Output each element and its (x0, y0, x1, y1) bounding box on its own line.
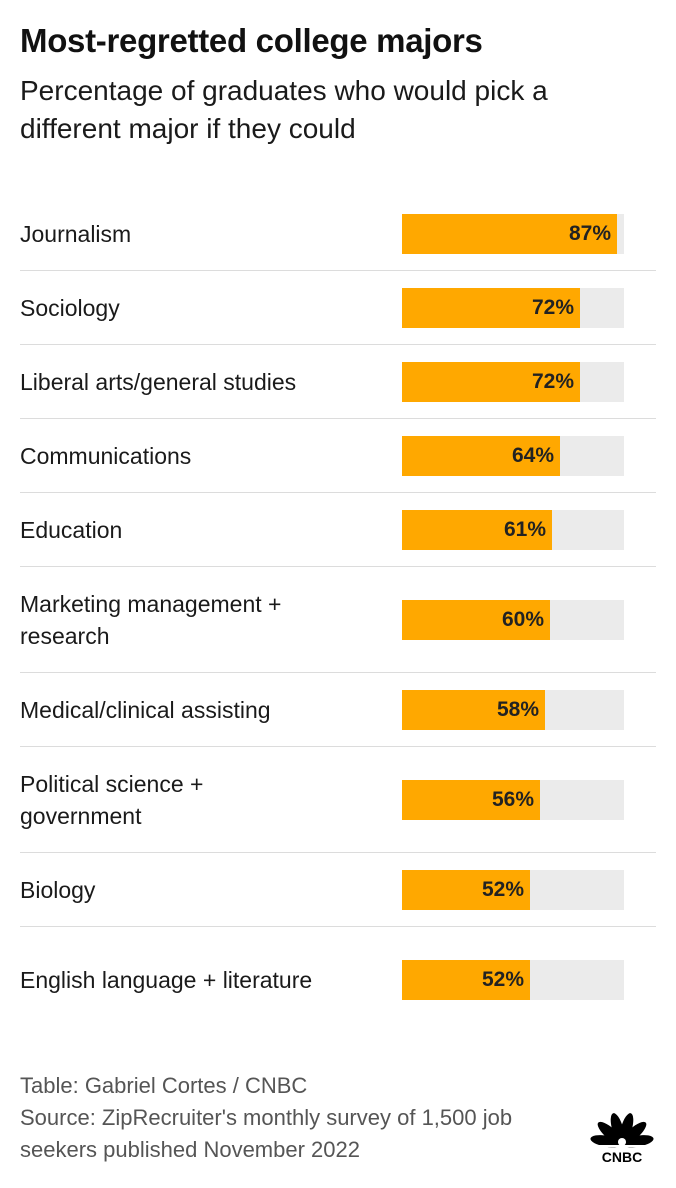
bar: 52% (402, 959, 530, 1000)
data-label: 58% (496, 697, 539, 721)
bar-track: 52% (402, 869, 624, 910)
bar: 58% (402, 689, 545, 730)
bar-track: 58% (402, 689, 624, 730)
data-label: 52% (481, 967, 524, 991)
bar: 72% (402, 361, 580, 402)
bar-track: 61% (402, 509, 624, 550)
data-label: 72% (531, 295, 574, 319)
category-label: English language + literature (20, 966, 313, 993)
bar-track: 72% (402, 287, 624, 328)
table-row: Medical/clinical assisting 58% (20, 673, 656, 747)
chart-subtitle: Percentage of graduates who would pick a… (20, 75, 548, 144)
source-text: Source: ZipRecruiter's monthly survey of… (20, 1105, 513, 1162)
table-row: Education 61% (20, 493, 656, 567)
category-label: Education (20, 516, 123, 543)
svg-text:CNBC: CNBC (602, 1149, 642, 1164)
data-label: 87% (568, 221, 611, 245)
data-label: 56% (491, 787, 534, 811)
bar: 56% (402, 779, 540, 820)
bar: 87% (402, 213, 617, 254)
peacock-feather (621, 1135, 654, 1148)
footer: Table: Gabriel Cortes / CNBC Source: Zip… (20, 1070, 590, 1166)
table-row: English language + literature 52% (20, 927, 656, 1032)
table-row: Communications 64% (20, 419, 656, 493)
data-label: 52% (481, 877, 524, 901)
bar-track: 64% (402, 435, 624, 476)
peacock-body (618, 1138, 626, 1146)
bar: 60% (402, 599, 550, 640)
bar: 64% (402, 435, 560, 476)
bar: 72% (402, 287, 580, 328)
category-label: Medical/clinical assisting (20, 696, 271, 723)
credit-text: Table: Gabriel Cortes / CNBC (20, 1073, 308, 1098)
bar-track: 60% (402, 599, 624, 640)
bar-track: 87% (402, 213, 624, 254)
table-row: Sociology 72% (20, 271, 656, 345)
chart-title: Most-regretted college majors (20, 22, 483, 59)
category-label: Communications (20, 442, 192, 469)
data-label: 60% (501, 607, 544, 631)
table-row: Biology 52% (20, 853, 656, 927)
bar-track: 56% (402, 779, 624, 820)
category-label: Liberal arts/general studies (20, 368, 297, 395)
table-row: Marketing management + research 60% (20, 567, 656, 673)
bar: 52% (402, 869, 530, 910)
table-row: Liberal arts/general studies 72% (20, 345, 656, 419)
data-label: 72% (531, 369, 574, 393)
bar-chart: Journalism 87% Sociology 72% Liberal arts/ge… (20, 197, 656, 1032)
category-label: Sociology (20, 294, 120, 321)
table-row: Political science + government 56% (20, 747, 656, 853)
peacock-feather (619, 1113, 634, 1145)
category-label: Political science + government (20, 770, 204, 829)
bar: 61% (402, 509, 552, 550)
data-label: 64% (511, 443, 554, 467)
table-row: Journalism 87% (20, 197, 656, 271)
bar-track: 52% (402, 959, 624, 1000)
category-label: Journalism (20, 220, 132, 247)
category-label: Biology (20, 876, 96, 903)
bar-track: 72% (402, 361, 624, 402)
cnbc-logo-icon: CNBC (586, 1106, 658, 1165)
data-label: 61% (503, 517, 546, 541)
category-label: Marketing management + research (20, 590, 282, 649)
